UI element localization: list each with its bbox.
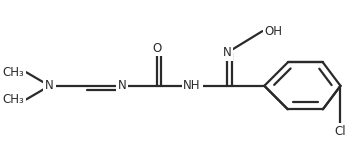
Text: NH: NH [183,79,201,92]
Text: CH₃: CH₃ [3,93,24,106]
Text: N: N [45,79,54,92]
Text: OH: OH [264,25,282,38]
Text: N: N [223,46,231,59]
Text: N: N [117,79,126,92]
Text: CH₃: CH₃ [3,66,24,79]
Text: O: O [152,42,162,55]
Text: Cl: Cl [335,125,346,138]
